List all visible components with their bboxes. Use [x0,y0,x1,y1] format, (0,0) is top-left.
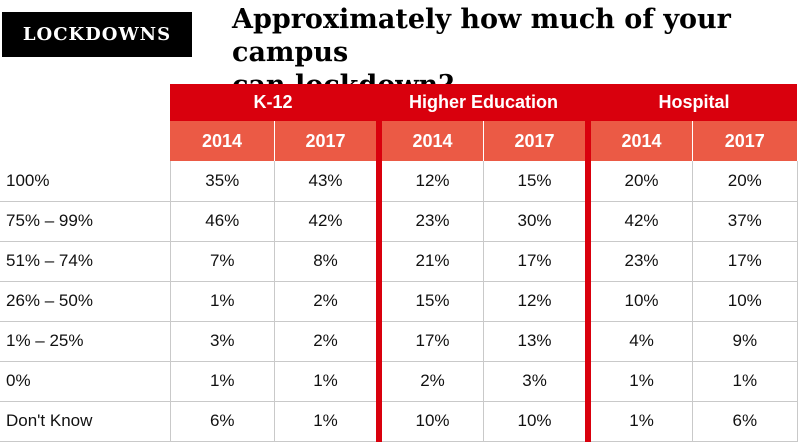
value-cell: 23% [376,201,485,242]
row-label: 75% – 99% [0,201,171,242]
value-cell: 17% [692,241,798,282]
value-cell: 13% [483,321,589,362]
row-label: 0% [0,361,171,402]
value-cell: 12% [376,161,485,202]
group-header-hospital: Hospital [585,84,798,121]
row-label: 51% – 74% [0,241,171,282]
year-header-hospital-2017: 2017 [692,121,798,161]
value-cell: 17% [483,241,589,282]
corner-cell [0,121,170,161]
row-label: Don't Know [0,401,171,442]
value-cell: 23% [585,241,694,282]
value-cell: 37% [692,201,798,242]
group-header-k12: K-12 [170,84,380,121]
value-cell: 6% [170,401,275,442]
row-label: 26% – 50% [0,281,171,322]
value-cell: 4% [585,321,694,362]
corner-cell [0,84,170,121]
table-row: 26% – 50% 1% 2% 15% 12% 10% 10% [0,281,798,322]
value-cell: 20% [692,161,798,202]
value-cell: 1% [274,361,380,402]
value-cell: 30% [483,201,589,242]
value-cell: 6% [692,401,798,442]
value-cell: 10% [585,281,694,322]
value-cell: 20% [585,161,694,202]
value-cell: 15% [376,281,485,322]
value-cell: 2% [274,281,380,322]
row-label: 100% [0,161,171,202]
value-cell: 42% [274,201,380,242]
table-row: 51% – 74% 7% 8% 21% 17% 23% 17% [0,241,798,282]
table-row: 75% – 99% 46% 42% 23% 30% 42% 37% [0,201,798,242]
year-header-higher-ed-2014: 2014 [376,121,485,161]
year-header-hospital-2014: 2014 [585,121,694,161]
year-header-higher-ed-2017: 2017 [483,121,589,161]
value-cell: 3% [483,361,589,402]
value-cell: 10% [376,401,485,442]
table-row: 100% 35% 43% 12% 15% 20% 20% [0,161,798,202]
lockdown-table: K-12 Higher Education Hospital 2014 2017… [0,84,798,442]
value-cell: 9% [692,321,798,362]
value-cell: 1% [170,361,275,402]
table-row: Don't Know 6% 1% 10% 10% 1% 6% [0,401,798,442]
value-cell: 10% [483,401,589,442]
value-cell: 3% [170,321,275,362]
value-cell: 1% [274,401,380,442]
table-row: 1% – 25% 3% 2% 17% 13% 4% 9% [0,321,798,362]
value-cell: 8% [274,241,380,282]
value-cell: 1% [585,361,694,402]
table-row: 0% 1% 1% 2% 3% 1% 1% [0,361,798,402]
section-tag: LOCKDOWNS [2,12,192,57]
year-header-k12-2014: 2014 [170,121,275,161]
value-cell: 7% [170,241,275,282]
group-header-row: K-12 Higher Education Hospital [0,84,798,121]
value-cell: 15% [483,161,589,202]
value-cell: 17% [376,321,485,362]
value-cell: 1% [170,281,275,322]
value-cell: 2% [274,321,380,362]
title-line-1: Approximately how much of your campus [232,4,731,68]
value-cell: 1% [585,401,694,442]
year-header-k12-2017: 2017 [274,121,380,161]
value-cell: 10% [692,281,798,322]
value-cell: 42% [585,201,694,242]
value-cell: 12% [483,281,589,322]
value-cell: 2% [376,361,485,402]
value-cell: 46% [170,201,275,242]
value-cell: 43% [274,161,380,202]
value-cell: 1% [692,361,798,402]
value-cell: 35% [170,161,275,202]
value-cell: 21% [376,241,485,282]
row-label: 1% – 25% [0,321,171,362]
year-header-row: 2014 2017 2014 2017 2014 2017 [0,121,798,161]
group-header-higher-education: Higher Education [376,84,589,121]
